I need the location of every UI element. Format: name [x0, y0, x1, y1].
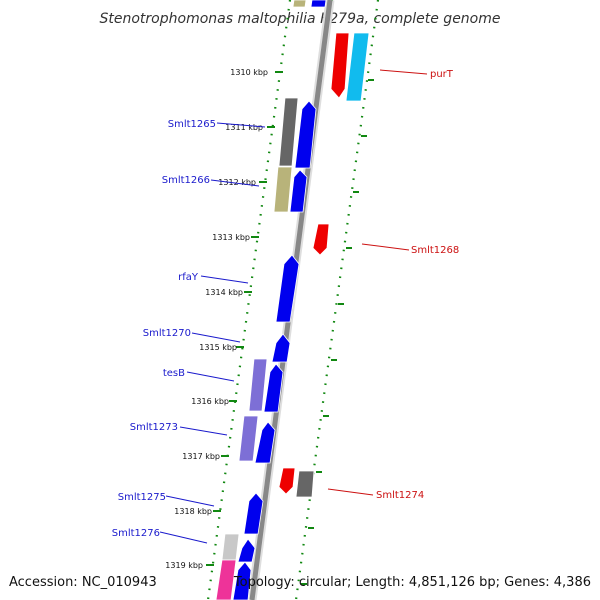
gene-label: Smlt1266 [162, 175, 210, 186]
tick-label: 1310 kbp [230, 68, 268, 77]
tick-marks-outer [301, 79, 374, 585]
gene-smlt1274-gray [295, 470, 315, 498]
gene-top-khaki-fragment [292, 0, 307, 8]
gene-smlt1274-reverse [278, 467, 296, 495]
right-gene-labels: purT Smlt1268 Smlt1274 [376, 69, 459, 501]
gene-rfaY [275, 254, 300, 323]
gene-smlt1276-forward [237, 538, 256, 563]
tick-label: 1314 kbp [205, 288, 243, 297]
gene-bottom-pink [215, 559, 237, 600]
gene-purT-reverse [330, 32, 350, 99]
gene-smlt1268 [312, 223, 330, 256]
topology-text: Topology: circular; Length: 4,851,126 bp… [233, 575, 591, 590]
gene-label: Smlt1274 [376, 490, 424, 501]
gene-label: Smlt1275 [118, 492, 166, 503]
gene-smlt1265-forward [294, 100, 317, 169]
inner-dotted-border [206, 0, 292, 600]
tick-label: 1311 kbp [225, 123, 263, 132]
gene-label: Smlt1265 [168, 119, 216, 130]
gene-smlt1266-forward [289, 169, 308, 213]
tick-label: 1317 kbp [182, 452, 220, 461]
gene-label: tesB [163, 368, 185, 379]
outer-dotted-border [294, 0, 380, 600]
gene-bottom-forward [232, 561, 252, 600]
gene-label: Smlt1273 [130, 422, 178, 433]
gene-label: purT [430, 69, 454, 80]
gene-label: rfaY [178, 272, 199, 283]
gene-tesB-forward [263, 363, 284, 413]
gene-tesB-lavender [248, 358, 268, 412]
left-gene-labels: Smlt1265 Smlt1266 rfaY Smlt1270 tesB Sml… [112, 119, 216, 539]
gene-top-forward-fragment [310, 0, 327, 8]
tick-label: 1313 kbp [212, 233, 250, 242]
tick-label: 1312 kbp [218, 178, 256, 187]
map-title: Stenotrophomonas maltophilia K279a, comp… [100, 11, 501, 27]
gene-smlt1276-lightgray [221, 533, 240, 561]
tick-marks-inner [206, 71, 283, 566]
gene-smlt1275 [243, 492, 264, 535]
gene-purT-cyan [345, 32, 370, 102]
tick-label: 1319 kbp [165, 561, 203, 570]
tick-labels: 1310 kbp 1311 kbp 1312 kbp 1313 kbp 1314… [165, 68, 268, 570]
gene-smlt1266-khaki [273, 166, 293, 213]
tick-label: 1316 kbp [191, 397, 229, 406]
gene-smlt1273-lavender [238, 415, 259, 462]
tick-label: 1318 kbp [174, 507, 212, 516]
reverse-strand-genes [278, 32, 370, 498]
gene-smlt1270 [271, 333, 291, 363]
accession-text: Accession: NC_010943 [9, 575, 157, 590]
right-leader-lines [327, 69, 428, 496]
forward-strand-genes [215, 0, 327, 600]
left-leader-lines [159, 122, 266, 544]
gene-smlt1273-forward [254, 421, 276, 464]
gene-label: Smlt1268 [411, 245, 459, 256]
tick-label: 1315 kbp [199, 343, 237, 352]
gene-label: Smlt1270 [143, 328, 191, 339]
gene-smlt1265-gray [278, 97, 299, 167]
gene-label: Smlt1276 [112, 528, 160, 539]
